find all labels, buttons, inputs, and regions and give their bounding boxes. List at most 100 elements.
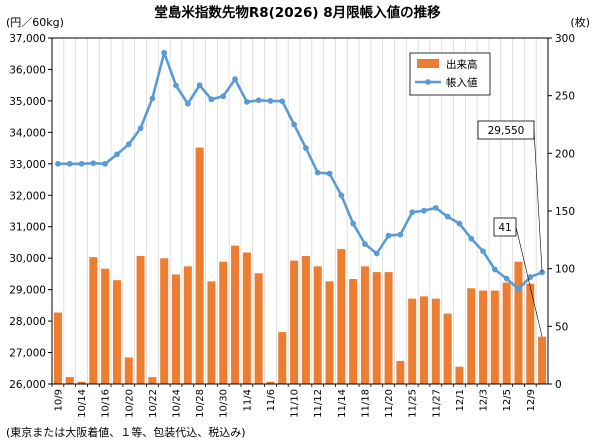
price-point bbox=[314, 169, 321, 176]
x-tick-label: 11/25 bbox=[408, 389, 419, 418]
price-point bbox=[173, 82, 179, 89]
bar bbox=[148, 377, 157, 384]
bar bbox=[136, 255, 145, 384]
x-tick-label: 12/3 bbox=[479, 389, 490, 411]
price-point bbox=[385, 232, 392, 239]
x-tick-label: 10/14 bbox=[77, 389, 88, 418]
bar bbox=[89, 257, 98, 384]
price-point bbox=[90, 160, 97, 167]
bar bbox=[479, 290, 488, 384]
bar bbox=[301, 255, 310, 384]
bar bbox=[254, 273, 263, 384]
last-volume-leader bbox=[515, 226, 543, 337]
x-tick-label: 11/27 bbox=[431, 389, 442, 418]
bar bbox=[101, 268, 110, 384]
bar bbox=[112, 280, 121, 384]
bar bbox=[278, 332, 287, 384]
price-point bbox=[515, 286, 522, 292]
price-point bbox=[66, 160, 73, 167]
legend-line-marker bbox=[425, 79, 431, 85]
x-tick-label: 11/18 bbox=[360, 389, 371, 418]
left-axis: 26,000 27,000 28,000 29,000 30,000 31,000 32,0… bbox=[9, 33, 52, 391]
price-point bbox=[184, 100, 191, 107]
bar bbox=[538, 336, 547, 384]
right-tick-label: 300 bbox=[555, 33, 575, 45]
left-tick-label: 33,000 bbox=[9, 159, 46, 171]
x-tick-label: 10/16 bbox=[101, 389, 112, 418]
bar bbox=[443, 313, 452, 384]
bar bbox=[207, 281, 216, 384]
legend-bar-label: 出来高 bbox=[446, 58, 478, 71]
price-point bbox=[55, 160, 61, 167]
price-point bbox=[279, 98, 286, 105]
x-tick-label: 10/30 bbox=[219, 389, 230, 418]
x-tick-label: 10/28 bbox=[195, 389, 206, 418]
bar bbox=[467, 288, 476, 384]
bar bbox=[455, 366, 464, 384]
right-tick-label: 100 bbox=[555, 264, 575, 276]
left-tick-label: 32,000 bbox=[9, 190, 46, 202]
x-tick-label: 11/6 bbox=[266, 389, 277, 411]
left-tick-label: 31,000 bbox=[9, 222, 46, 234]
right-tick-label: 150 bbox=[555, 206, 575, 218]
price-point bbox=[267, 98, 274, 104]
bar bbox=[65, 377, 74, 384]
left-tick-label: 35,000 bbox=[9, 96, 46, 108]
price-point bbox=[326, 170, 333, 177]
bar bbox=[313, 266, 322, 384]
price-point bbox=[468, 235, 475, 242]
left-tick-label: 26,000 bbox=[9, 379, 46, 391]
price-point bbox=[338, 192, 345, 199]
x-tick-label: 11/20 bbox=[384, 389, 395, 418]
price-point bbox=[491, 266, 498, 273]
last-volume-callout: 41 bbox=[493, 217, 543, 337]
bar bbox=[219, 261, 228, 384]
bar bbox=[231, 245, 240, 384]
price-point bbox=[243, 98, 250, 105]
left-tick-label: 34,000 bbox=[9, 127, 46, 139]
price-point bbox=[444, 213, 451, 220]
left-axis-unit: (円／60kg) bbox=[6, 16, 64, 29]
bar bbox=[408, 298, 417, 384]
legend-line-label: 帳入値 bbox=[446, 76, 478, 89]
bar bbox=[171, 274, 181, 384]
bar bbox=[325, 281, 334, 384]
bar bbox=[337, 249, 346, 384]
left-tick-label: 28,000 bbox=[9, 316, 46, 328]
bar bbox=[419, 296, 429, 384]
left-tick-label: 36,000 bbox=[9, 64, 46, 76]
bar bbox=[124, 357, 133, 384]
price-point bbox=[255, 97, 262, 104]
last-price-label: 29,550 bbox=[488, 125, 525, 137]
price-point bbox=[102, 160, 109, 167]
bar bbox=[266, 381, 275, 384]
x-tick-label: 11/12 bbox=[313, 389, 324, 418]
bar bbox=[349, 279, 358, 384]
x-tick-label: 11/10 bbox=[290, 389, 301, 418]
bar bbox=[431, 298, 440, 384]
left-tick-label: 27,000 bbox=[9, 348, 46, 360]
line-series bbox=[55, 49, 545, 292]
bar bbox=[396, 360, 405, 384]
price-point bbox=[373, 250, 380, 257]
price-line bbox=[57, 51, 543, 291]
x-axis: 10/9 10/14 10/16 10/20 10/22 10/24 10/28 10/30 1… bbox=[51, 384, 537, 418]
right-tick-label: 50 bbox=[555, 321, 568, 333]
bar-series bbox=[53, 147, 547, 384]
chart-title: 堂島米指数先物R8(2026) 8月限帳入値の推移 bbox=[154, 4, 441, 21]
x-tick-label: 11/4 bbox=[242, 389, 253, 411]
x-tick-label: 12/1 bbox=[455, 389, 466, 411]
price-point bbox=[161, 49, 168, 56]
price-point bbox=[421, 207, 427, 214]
x-tick-label: 10/9 bbox=[53, 389, 64, 411]
bar bbox=[490, 290, 499, 384]
right-axis-unit: (枚) bbox=[570, 15, 590, 29]
right-tick-label: 250 bbox=[555, 91, 575, 103]
price-point bbox=[362, 241, 368, 247]
right-tick-label: 200 bbox=[555, 148, 575, 160]
last-price-callout: 29,550 bbox=[477, 120, 543, 273]
bar bbox=[384, 272, 393, 384]
price-point bbox=[527, 274, 534, 280]
